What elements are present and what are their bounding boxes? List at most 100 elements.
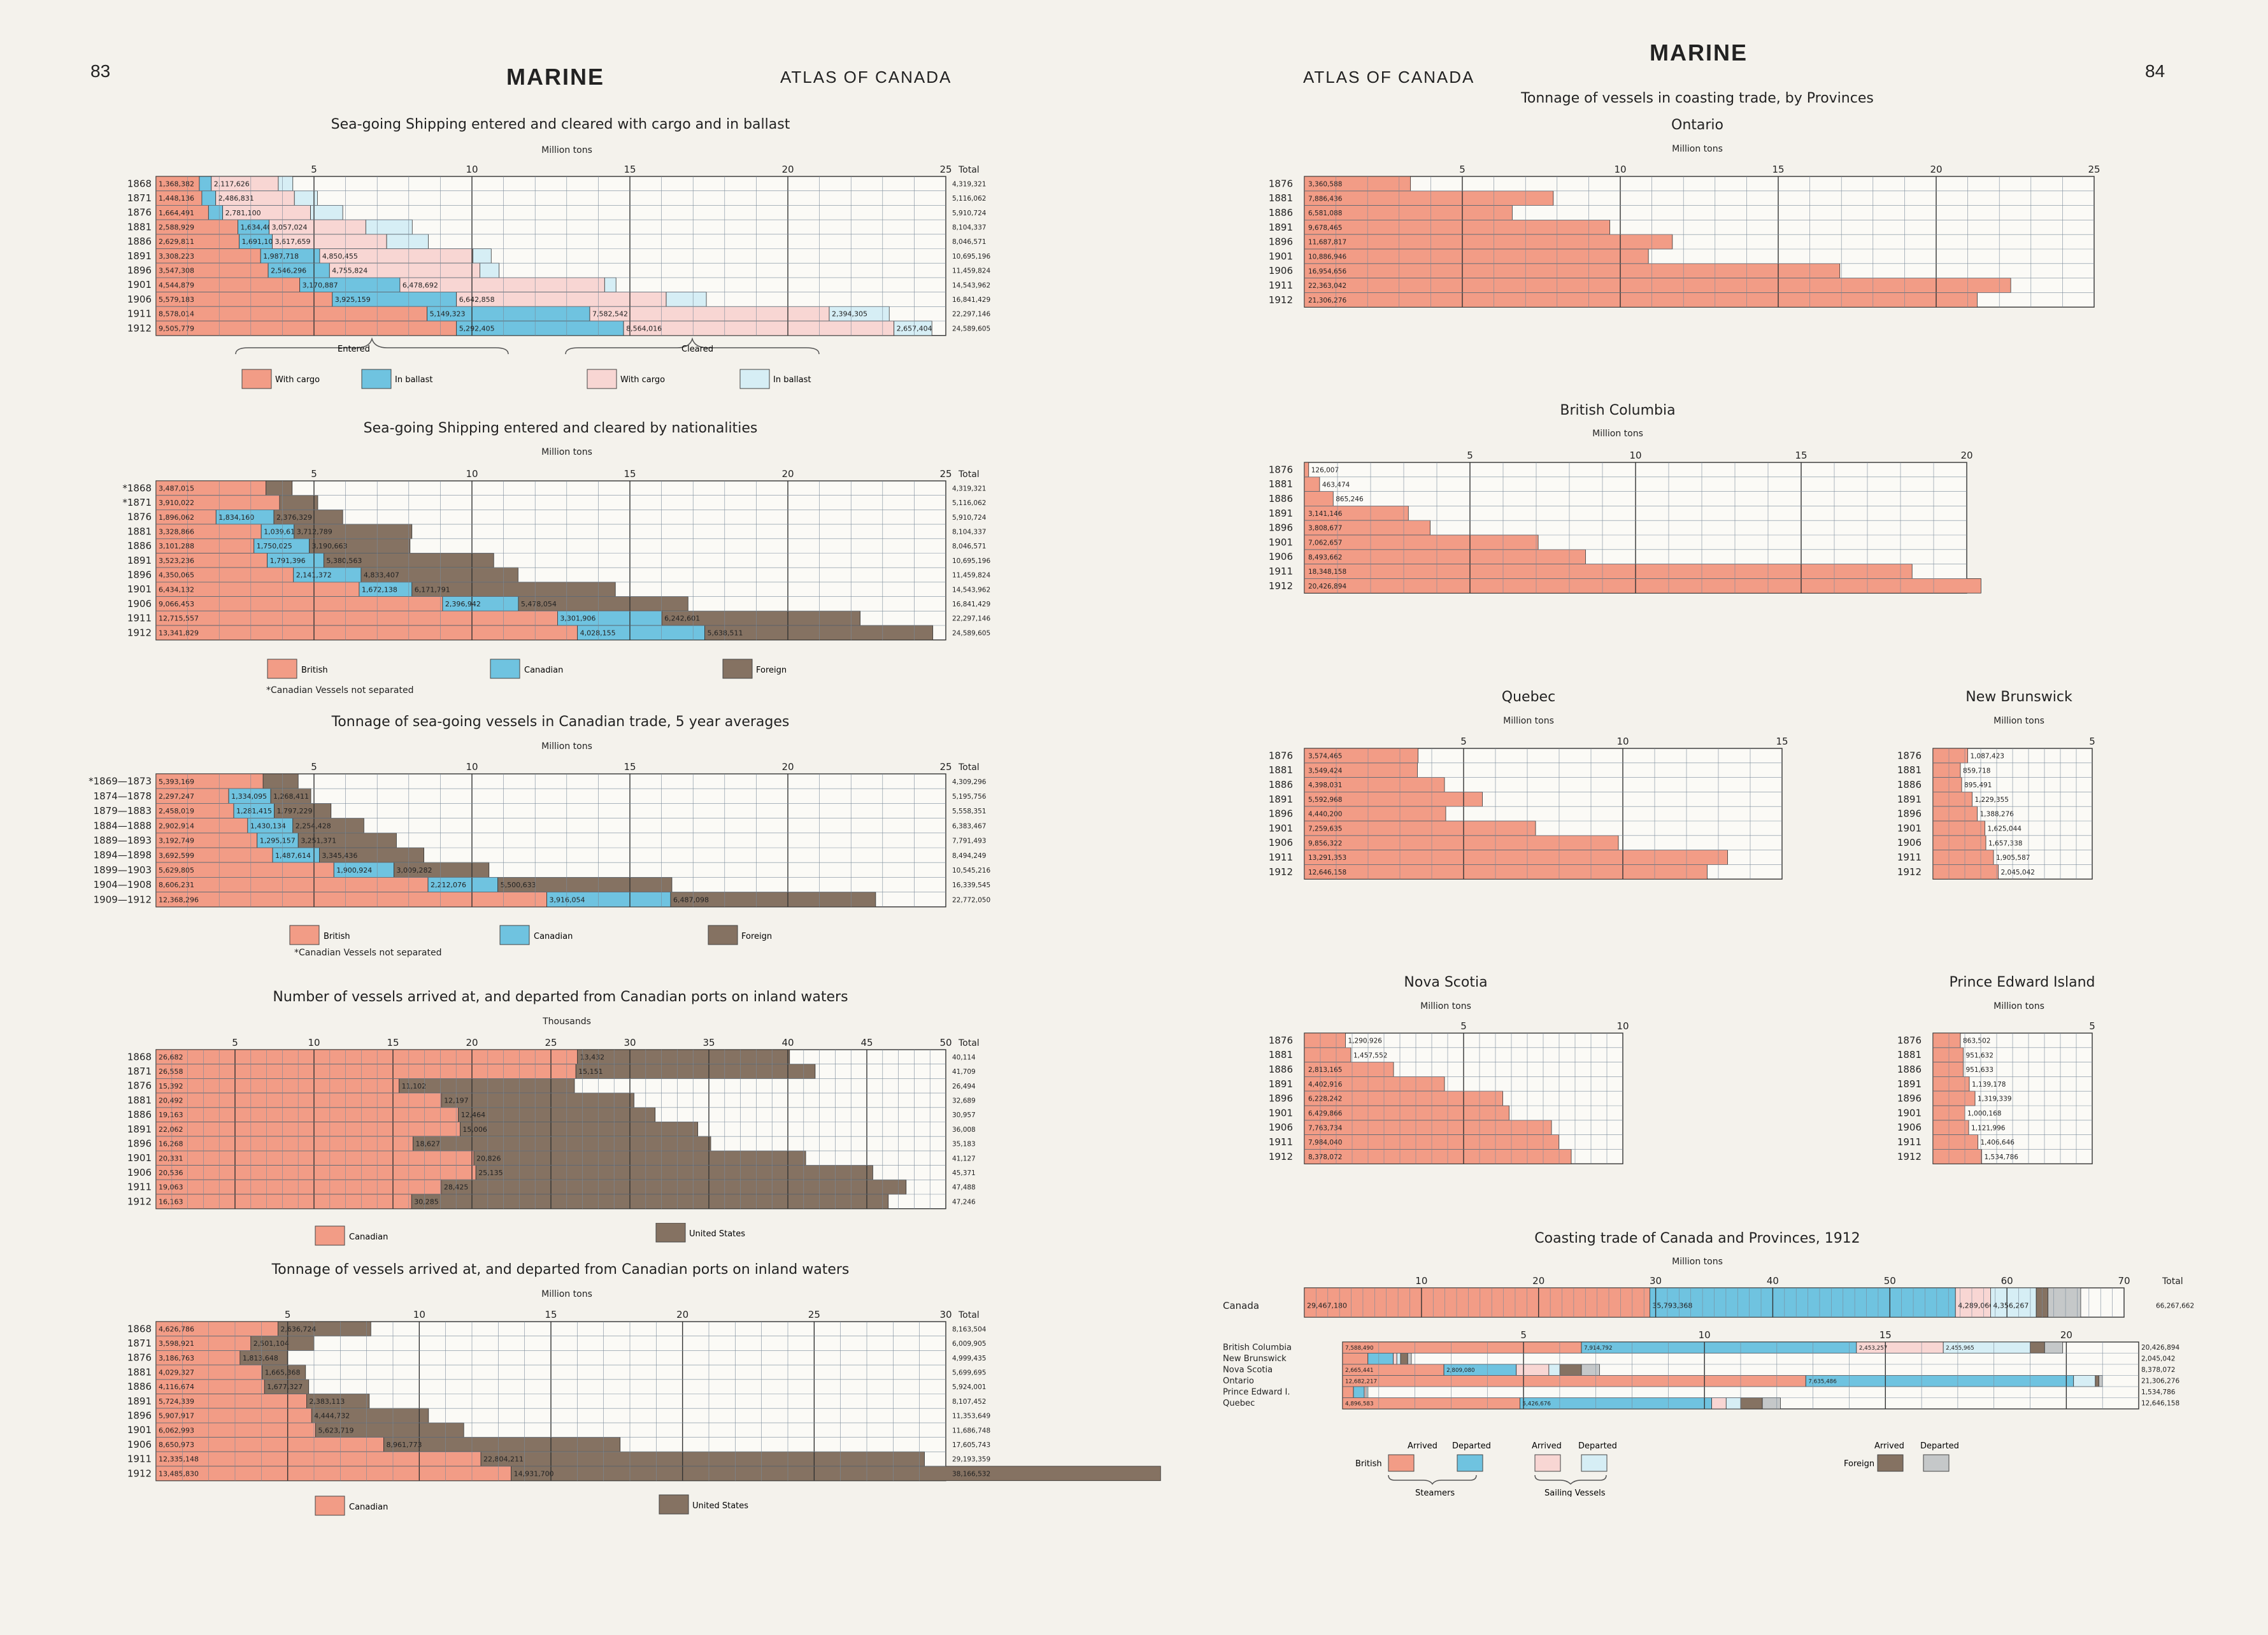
bar-nationalities-0-9 [155,610,558,626]
bar-label-ontario-0: 3,360,588 [1308,181,1342,189]
bar-label-coasting_provinces-0-2: 2,665,441 [1345,1367,1374,1374]
bar-label-ontario-6: 16,954,656 [1308,268,1346,275]
bar-label-cargo_ballast-0-4: 2,629,811 [159,238,194,246]
bar-label-inland_tonnage-1-5: 2,383,113 [309,1397,345,1406]
bar-inland_vessels-0-5 [155,1122,460,1137]
bar-label-inland_tonnage-0-7: 6,062,993 [159,1426,194,1434]
tick-label: 5 [232,1037,238,1048]
bar-label-five_year-1-4: 1,295,157 [260,837,296,845]
bar-prince_edward_island-0 [1932,1032,1961,1048]
bar-coasting_canada-2-0 [1955,1287,1991,1318]
legend-swatch-canadian [490,659,520,679]
legend-brace-sailing [1534,1474,1607,1485]
legend-swatch-canadian [315,1225,345,1246]
category-label: 1896 [1897,808,1922,820]
bar-new_brunswick-7 [1932,850,1994,865]
bar-label-inland_vessels-1-2: 11,102 [402,1082,427,1090]
category-label: 1886 [127,1381,152,1392]
chart-note-nationalities: *Canadian Vessels not separated [266,685,414,696]
category-label: 1891 [127,1396,152,1407]
category-label: Nova Scotia [1223,1366,1273,1375]
total-value: 41,127 [952,1155,976,1162]
category-label: 1891 [1269,508,1293,519]
bar-coasting_canada-3-0 [1990,1287,2037,1318]
total-value: 7,791,493 [952,838,986,845]
bar-coasting_canada-5-0 [2048,1287,2081,1318]
total-value: 45,371 [952,1169,976,1177]
category-label: 1891 [1269,1078,1293,1090]
bar-british_columbia-6 [1304,549,1586,564]
tick-label: 25 [939,164,952,175]
total-value: 10,695,196 [952,557,990,565]
bar-label-prince_edward_island-2: 951,633 [1966,1066,1993,1074]
legend-swatch-united-states [659,1494,689,1515]
chart-title-quebec: Quebec [1501,689,1556,705]
bar-label-new_brunswick-2: 895,491 [1964,782,1992,789]
bar-label-cargo_ballast-0-3: 2,588,929 [159,224,194,232]
bar-coasting_provinces-0-1 [1342,1353,1369,1365]
bar-label-nationalities-2-3: 3,712,789 [297,528,332,536]
chart-axis-label-prince-edward-island: Million tons [1993,1001,2044,1011]
total-value: 5,910,724 [952,210,987,217]
category-label: Ontario [1223,1376,1254,1386]
category-label: 1901 [1269,1107,1293,1118]
legend-group-entered: Entered [338,345,370,354]
tick-label: 40 [781,1037,794,1048]
legend-brace-entered [235,338,509,355]
category-label: 1901 [127,583,152,595]
legend-departed-steamers: Departed [1452,1441,1491,1451]
total-value: 4,999,435 [952,1355,986,1362]
bar-label-nationalities-2-6: 4,833,407 [364,571,399,580]
category-label: 1896 [1269,1093,1293,1104]
tick-label: 5 [2089,736,2095,747]
bar-coasting_provinces-2-1 [1393,1353,1397,1365]
category-label: 1881 [1897,1049,1922,1060]
legend-coasting: Arrived Departed Arrived Departed Arrive… [1355,1441,1959,1497]
legend-label-cleared-ballast: In ballast [773,375,811,385]
bar-label-british_columbia-3: 3,141,146 [1308,510,1343,518]
bar-label-prince_edward_island-8: 1,534,786 [1985,1153,2019,1161]
category-label: 1911 [1269,280,1293,291]
bar-label-cargo_ballast-0-5: 3,308,223 [159,252,194,261]
bar-label-prince_edward_island-7: 1,406,646 [1981,1139,2015,1146]
bar-label-nationalities-1-7: 1,672,138 [362,585,397,594]
bar-ontario-3 [1304,219,1611,235]
bar-nova_scotia-1 [1304,1047,1352,1063]
bar-label-cargo_ballast-2-2: 2,781,100 [225,209,261,217]
bar-label-nationalities-0-8: 9,066,453 [159,600,194,608]
bar-label-inland_tonnage-0-0: 4,626,786 [159,1325,194,1333]
bar-coasting_provinces-1-1 [1367,1353,1394,1365]
tick-label: 30 [624,1037,636,1048]
category-label: 1891 [1269,794,1293,805]
legend-group-cleared: Cleared [681,345,713,354]
tick-label: 5 [311,468,317,480]
total-value: 8,378,072 [2141,1366,2175,1374]
total-value: 14,543,962 [952,282,990,289]
bar-label-nationalities-0-5: 3,523,236 [159,557,194,565]
bar-label-inland_vessels-0-10: 16,163 [159,1197,183,1206]
category-label: 1886 [127,1109,152,1120]
bar-coasting_provinces-3-4 [1366,1386,1369,1398]
bar-british_columbia-1 [1304,476,1320,492]
bar-label-quebec-5: 7,259,635 [1308,825,1342,833]
category-label: 1911 [127,613,152,624]
tick-label: 45 [860,1037,873,1048]
bar-label-quebec-3: 5,592,968 [1308,796,1342,804]
category-label: 1886 [1897,1064,1922,1075]
category-label: 1889—1893 [94,835,152,846]
category-label: 1901 [1269,250,1293,262]
category-label: 1876 [1897,1034,1922,1046]
bar-label-quebec-8: 12,646,158 [1308,869,1346,876]
legend-swatch-british [267,659,297,679]
category-label: 1896 [1269,236,1293,248]
tick-label: 25 [808,1309,820,1320]
bar-inland_vessels-1-8 [475,1165,873,1180]
legend-inland-tonnage: Canadian United States [315,1494,748,1516]
total-value: 66,267,662 [2156,1302,2194,1310]
bar-label-nationalities-1-2: 1,834,160 [218,513,254,522]
bar-label-nationalities-2-5: 5,380,563 [326,557,362,565]
bar-label-inland_tonnage-1-10: 14,931,700 [514,1469,554,1478]
bar-inland_tonnage-0-9 [155,1451,481,1467]
bar-label-inland_vessels-1-5: 15,006 [462,1125,487,1134]
total-value: 16,339,545 [952,882,990,889]
